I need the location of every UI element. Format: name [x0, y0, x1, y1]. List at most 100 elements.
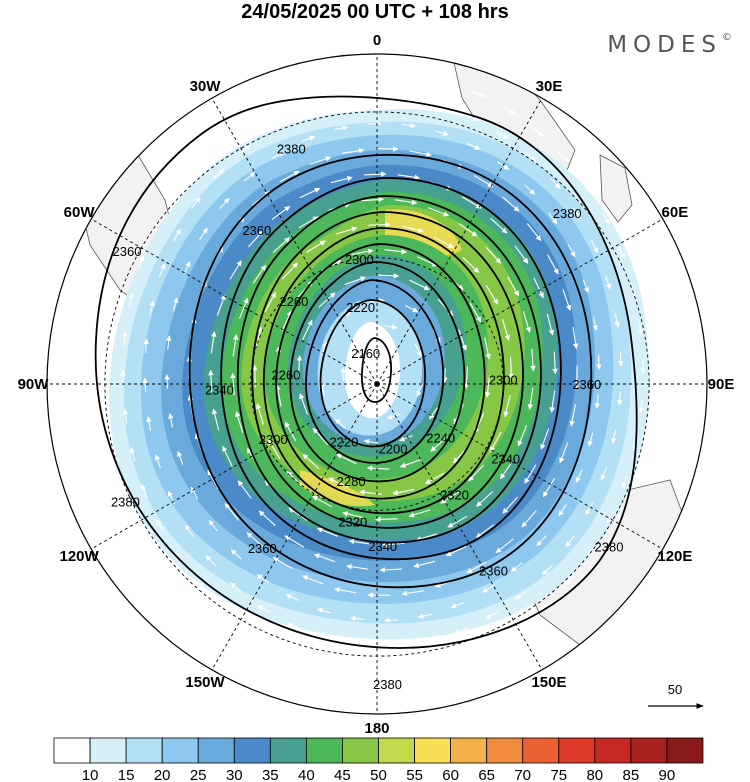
colorbar-tick-label: 80 [586, 767, 603, 782]
wind-vector [267, 439, 281, 459]
wind-vector [522, 311, 531, 333]
contour-label: 2320 [440, 488, 469, 503]
wind-vector [489, 431, 502, 453]
wind-vector [524, 152, 537, 162]
wind-vectors [120, 70, 646, 674]
colorbar-swatch [450, 737, 488, 764]
wind-vector [284, 535, 304, 548]
wind-vector [398, 435, 413, 442]
wind-vector [337, 73, 352, 79]
wind-vector [581, 179, 592, 192]
wind-vector [382, 541, 405, 548]
wind-vector [363, 171, 387, 177]
wind-vector [502, 196, 520, 212]
longitude-labels: 0 30E 60E 90E 120E 150E 180 150W 120W 90W 60W 30W [18, 32, 735, 737]
wind-vector [397, 174, 420, 180]
wind-vector [405, 305, 419, 313]
wind-vector [232, 334, 239, 357]
wind-vector [142, 377, 148, 393]
wind-vector [286, 471, 304, 488]
wind-vector [306, 240, 326, 253]
wind-vector [350, 615, 365, 622]
wind-vector [229, 582, 242, 592]
wind-vector [213, 168, 225, 180]
wind-vector [524, 184, 536, 195]
wind-vector [569, 404, 577, 427]
wind-vector [592, 316, 598, 331]
wind-vector [514, 245, 529, 264]
colorbar-tick-label: 40 [298, 767, 315, 782]
wind-vector [222, 445, 233, 467]
wind-vector [596, 355, 602, 370]
contour-2160 [361, 337, 392, 403]
wind-vector [146, 416, 152, 431]
meridian-line [211, 97, 378, 385]
wind-vector [255, 326, 263, 349]
wind-vector [458, 223, 478, 237]
longitude-label: 120E [657, 548, 692, 565]
contour-2300 [251, 211, 524, 529]
wind-vector [567, 244, 576, 258]
wind-vector [342, 511, 365, 519]
wind-vector [401, 590, 424, 597]
wind-vector [191, 196, 201, 209]
wind-vector [141, 484, 148, 499]
wind-vector [238, 144, 252, 154]
wind-vector [288, 507, 308, 521]
wind-vector [517, 425, 528, 447]
madagascar-land [599, 154, 633, 223]
meridian-line [211, 383, 378, 671]
wind-vector [447, 656, 462, 663]
wind-vector [313, 553, 336, 563]
wind-vector [250, 629, 264, 638]
meridian-line [376, 383, 543, 671]
wind-vector [502, 106, 516, 115]
wind-vector [458, 329, 467, 351]
wind-vector [164, 374, 170, 389]
wind-vector [383, 617, 399, 624]
wind-vector [340, 366, 346, 382]
wind-vector [559, 442, 569, 464]
wind-vector [351, 248, 374, 256]
wind-vector [215, 133, 227, 143]
wind-vector [386, 642, 402, 649]
wind-vector [312, 427, 329, 446]
wind-vector [495, 131, 509, 139]
colorbar-tick-label: 45 [334, 767, 351, 782]
wind-vector [352, 641, 368, 647]
wind-vector [413, 560, 436, 569]
wind-vector [536, 535, 547, 547]
wind-vector [298, 216, 319, 229]
colorbar-swatch [522, 737, 560, 764]
wind-vector [484, 375, 491, 398]
wind-vector [401, 225, 424, 233]
wind-vector [190, 159, 202, 170]
wind-vector [255, 403, 265, 425]
colorbar-swatch [341, 737, 379, 764]
wind-vector [524, 464, 537, 484]
wind-vector [128, 292, 134, 307]
wind-vector [336, 453, 357, 465]
wind-vector [502, 496, 519, 514]
wind-vector [468, 464, 485, 482]
colorbar-swatch [558, 737, 596, 764]
wind-vector [490, 217, 508, 234]
colorbar-swatch [630, 737, 668, 764]
wind-vector [317, 607, 332, 614]
wind-vector [417, 256, 438, 267]
wind-vector [246, 532, 264, 548]
colorbar-tick-label: 85 [623, 767, 640, 782]
wind-vector [328, 477, 349, 488]
wind-vector [267, 125, 281, 133]
wind-vector [285, 594, 300, 601]
wind-vector [481, 584, 495, 593]
wind-vector [408, 509, 431, 518]
colorbar-swatch [305, 737, 343, 764]
wind-vector [386, 413, 401, 420]
wind-vector [503, 395, 511, 418]
wind-vector [399, 458, 422, 468]
wind-vector [216, 294, 226, 316]
wind-vector [258, 510, 276, 527]
graticule [47, 54, 707, 714]
wind-vector [229, 260, 242, 280]
